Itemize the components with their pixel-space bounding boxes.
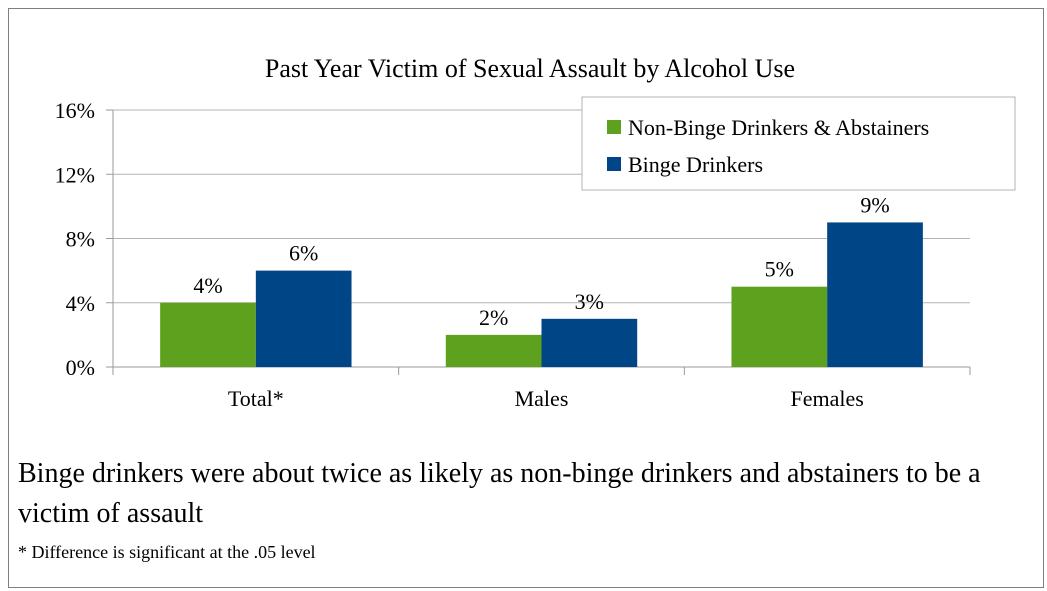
legend-box bbox=[581, 96, 1016, 191]
x-tick-label: Females bbox=[791, 386, 864, 411]
y-tick-label: 8% bbox=[66, 227, 95, 252]
data-label: 9% bbox=[860, 192, 889, 217]
legend-label: Binge Drinkers bbox=[628, 152, 763, 177]
bar bbox=[731, 286, 828, 367]
x-tick-label: Males bbox=[515, 386, 569, 411]
legend-label: Non-Binge Drinkers & Abstainers bbox=[628, 115, 929, 140]
y-tick-label: 4% bbox=[66, 291, 95, 316]
legend-swatch bbox=[607, 157, 621, 171]
chart-caption: Binge drinkers were about twice as likel… bbox=[18, 458, 981, 529]
y-tick-label: 12% bbox=[55, 162, 95, 187]
data-label: 4% bbox=[193, 273, 222, 298]
bar bbox=[541, 318, 638, 367]
bar bbox=[255, 270, 352, 367]
x-tick-label: Total* bbox=[228, 386, 284, 411]
legend: Non-Binge Drinkers & Abstainers Binge Dri… bbox=[581, 96, 1016, 191]
footnote: * Difference is significant at the .05 l… bbox=[18, 542, 316, 562]
data-label: 5% bbox=[765, 257, 794, 282]
y-tick-labels: 0% 4% 8% 12% 16% bbox=[55, 98, 95, 380]
bar bbox=[445, 334, 542, 367]
x-tick-labels: Total* Males Females bbox=[228, 386, 864, 411]
chart-title: Past Year Victim of Sexual Assault by Al… bbox=[265, 54, 795, 83]
y-tick-label: 16% bbox=[55, 98, 95, 123]
bar bbox=[160, 302, 256, 367]
legend-swatch bbox=[607, 120, 621, 134]
data-label: 2% bbox=[479, 305, 508, 330]
data-label: 6% bbox=[289, 241, 318, 266]
data-label: 3% bbox=[575, 289, 604, 314]
bar bbox=[827, 222, 923, 367]
bars: 4% 6% 2% 3% 5% 9% bbox=[160, 192, 923, 367]
y-tick-label: 0% bbox=[66, 355, 95, 380]
